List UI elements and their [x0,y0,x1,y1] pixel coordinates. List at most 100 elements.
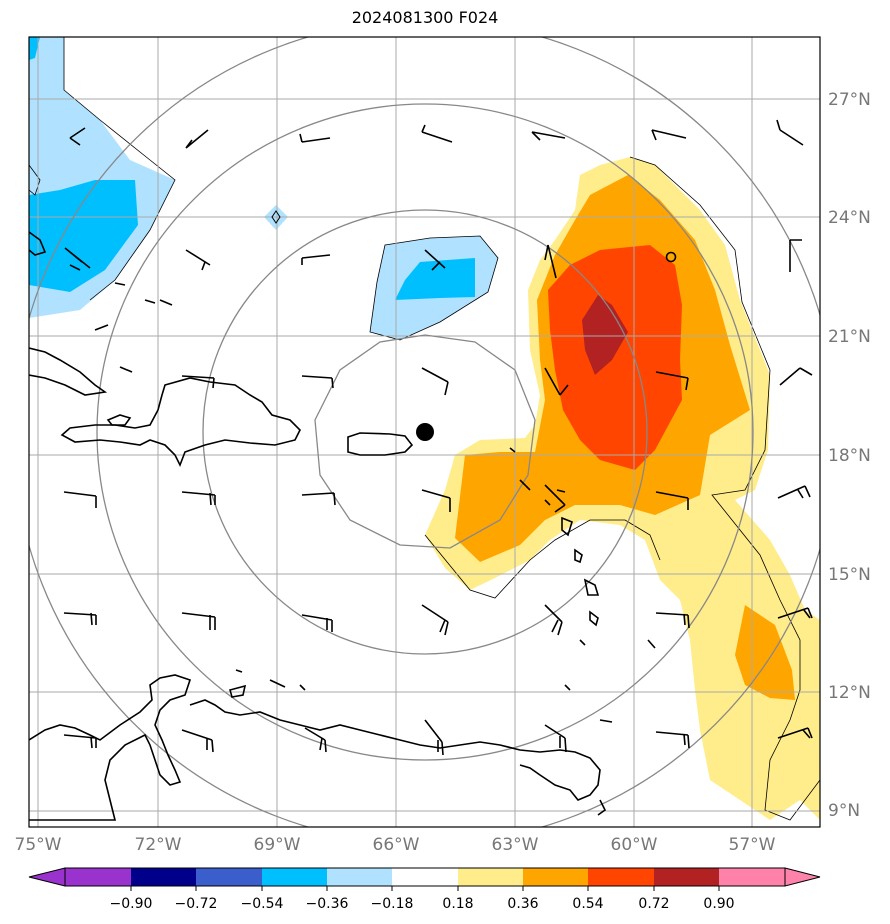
colorbar-segment [523,868,588,886]
colorbar: −0.90 −0.72 −0.54 −0.36 −0.18 0.18 0.36 … [28,867,821,912]
bahamas-3 [159,299,173,306]
venezuela-coast [29,674,192,821]
storm-center-marker [416,423,434,441]
colorbar-tick-label: −0.18 [371,896,414,912]
bahamas-6 [114,282,126,286]
colorbar-tick-label: 0.36 [507,896,538,912]
wind-barb [63,491,97,508]
lon-label: 57°W [729,835,776,855]
colorbar-tick-label: −0.72 [175,896,218,912]
colorbar-segment [65,868,131,886]
wind-barbs [63,119,813,756]
colorbar-segment [654,868,719,886]
colorbar-segment [327,868,392,886]
wind-barb [651,129,687,141]
gridlines [29,37,820,827]
colorbar-tick-label: 0.90 [703,896,734,912]
colorbar-tick-label: −0.90 [110,896,153,912]
negative-contour-medium-top [29,37,40,60]
lon-label: 63°W [492,835,539,855]
colorbar-tick-label: −0.36 [306,896,349,912]
lon-label: 60°W [611,835,658,855]
wind-barb [777,727,813,739]
cuba-south-coast [29,231,47,256]
lon-label: 66°W [373,835,420,855]
wind-barb [789,239,802,272]
lon-label: 72°W [135,835,182,855]
island-1 [229,684,247,698]
lat-label: 15°N [828,565,871,585]
wind-barb [63,734,97,749]
lesser-antilles-7 [583,578,600,596]
wind-barb [421,604,449,636]
range-ring-3 [96,103,754,761]
lat-label: 12°N [828,683,871,703]
map-area [29,37,820,827]
colorbar-frame [64,867,786,887]
wind-barb [776,119,804,146]
colorbar-segment [131,868,196,886]
wind-barb [421,489,451,512]
colorbar-tick-label: 0.54 [572,896,603,912]
wind-barb [181,491,216,506]
wind-barb [424,249,446,271]
wind-barb [655,731,690,749]
wind-barb [777,607,813,619]
lesser-antilles-2 [519,479,531,491]
lat-label: 27°N [828,90,871,110]
zero-contour-line-3 [369,235,499,341]
lesser-antilles-1 [509,447,516,453]
wind-barb [301,614,333,632]
negative-contour-medium [29,180,138,292]
range-ring-2 [202,209,648,655]
wind-barb [544,367,569,396]
wind-barb [64,247,91,269]
wind-barb [181,612,216,630]
colorbar-tick-label: 0.18 [442,896,473,912]
lesser-antilles-9 [579,639,586,646]
wind-barb [301,254,331,265]
colorbar-segment [458,868,523,886]
map-frame [28,36,821,828]
lat-label: 9°N [828,801,860,821]
puerto-rico-coast [347,432,414,456]
range-rings [29,37,820,827]
lesser-antilles-5 [561,516,573,537]
colorbar-segment [719,868,785,886]
zero-contour-line-4 [424,519,661,599]
lesser-antilles-8 [589,610,599,627]
island-5 [599,719,613,723]
zero-contour-line [63,37,176,301]
positive-contour-orange-small [735,605,795,700]
lat-label: 21°N [828,327,871,347]
wind-barb [299,133,331,143]
lesser-antilles-3 [544,499,551,506]
venezuela-coast-2 [189,699,601,801]
wind-barb [69,127,86,146]
bahamas-5 [69,264,81,271]
wind-barb [181,375,215,389]
lesser-antilles-6 [574,548,583,564]
lat-label: 24°N [828,208,871,228]
lesser-antilles-11 [564,684,571,691]
wind-barb [655,612,690,629]
diamond-marker [271,210,281,224]
wind-barb [63,612,97,626]
jamaica-coast [106,414,132,426]
wind-barb [544,244,557,279]
wind-barb [544,724,567,753]
lesser-antilles-10 [647,639,656,649]
wind-barb [655,491,689,510]
colorbar-segment [196,868,262,886]
wind-barb [531,131,566,141]
positive-contour-darkred [582,295,628,375]
wind-barb [421,124,453,143]
range-ring-1 [314,334,536,549]
wind-barb [301,492,336,506]
island-4 [235,669,243,673]
island-3 [299,684,306,691]
wind-barb [301,375,334,389]
coastlines [29,231,656,821]
cuba-coast [29,347,108,396]
